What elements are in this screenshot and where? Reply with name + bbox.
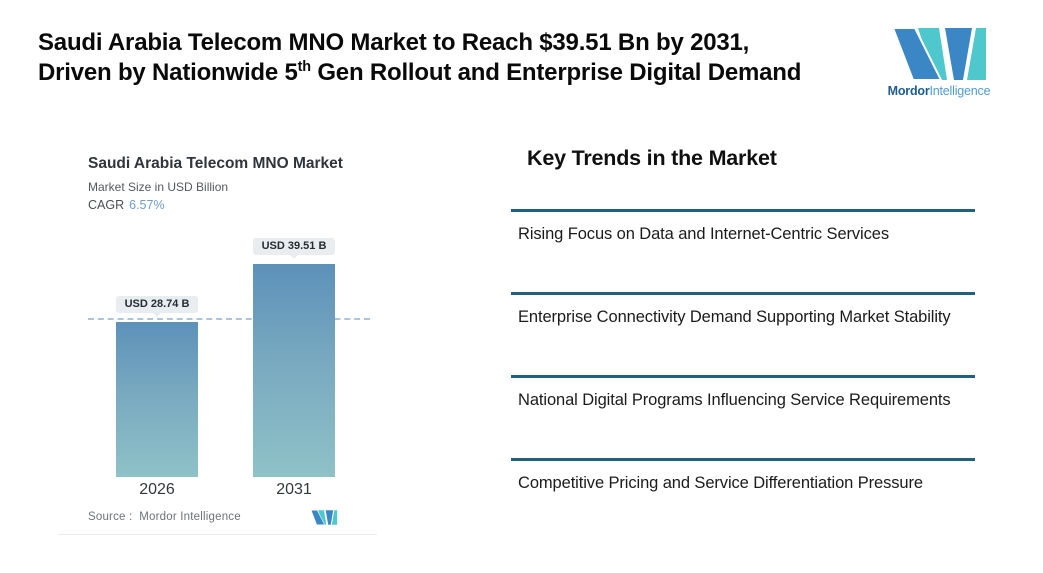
x-axis-label-2031: 2031: [276, 481, 312, 498]
page-title-line2-post: Gen Rollout and Enterprise Digital Deman…: [310, 59, 802, 86]
bar-plot: USD 28.74 B USD 39.51 B: [58, 130, 377, 477]
page-title: Saudi Arabia Telecom MNO Market to Reach…: [38, 28, 858, 88]
cagr-value: 6.57%: [129, 198, 165, 212]
trend-item-4: Competitive Pricing and Service Differen…: [511, 458, 975, 541]
page-title-line1: Saudi Arabia Telecom MNO Market to Reach…: [38, 29, 750, 56]
mordor-logo-icon: [892, 28, 987, 80]
mordor-logo-wordmark: MordorIntelligence: [884, 84, 994, 98]
source-value: Mordor Intelligence: [139, 511, 241, 523]
mordor-intelligence-logo: MordorIntelligence: [884, 28, 994, 98]
cagr-label: CAGR: [88, 198, 125, 212]
logo-word-mordor: Mordor: [887, 84, 930, 98]
x-axis-label-2026: 2026: [139, 481, 175, 498]
page-title-line2-pre: Driven by Nationwide 5: [38, 59, 298, 86]
chart-cagr: CAGR 6.57%: [88, 198, 165, 212]
source-note: Source : Mordor Intelligence: [88, 511, 241, 523]
reference-dashed-line: [88, 318, 370, 320]
chart-title: Saudi Arabia Telecom MNO Market: [88, 155, 343, 172]
bar-2026: [116, 322, 198, 477]
trend-item-3: National Digital Programs Influencing Se…: [511, 375, 975, 458]
key-trends-heading: Key Trends in the Market: [527, 146, 777, 170]
value-label-2031: USD 39.51 B: [253, 238, 335, 259]
trend-list: Rising Focus on Data and Internet-Centri…: [511, 209, 975, 541]
market-size-chart-card: Saudi Arabia Telecom MNO Market Market S…: [58, 130, 377, 535]
source-label: Source :: [88, 511, 133, 523]
trend-item-2: Enterprise Connectivity Demand Supportin…: [511, 292, 975, 375]
mordor-logo-icon-small: [310, 510, 338, 525]
value-label-2026: USD 28.74 B: [116, 296, 198, 317]
chart-subtitle: Market Size in USD Billion: [88, 180, 229, 194]
bar-2031: [253, 264, 335, 477]
trend-item-1: Rising Focus on Data and Internet-Centri…: [511, 209, 975, 292]
logo-word-intelligence: Intelligence: [929, 84, 991, 98]
page-title-ordinal: th: [297, 59, 311, 75]
